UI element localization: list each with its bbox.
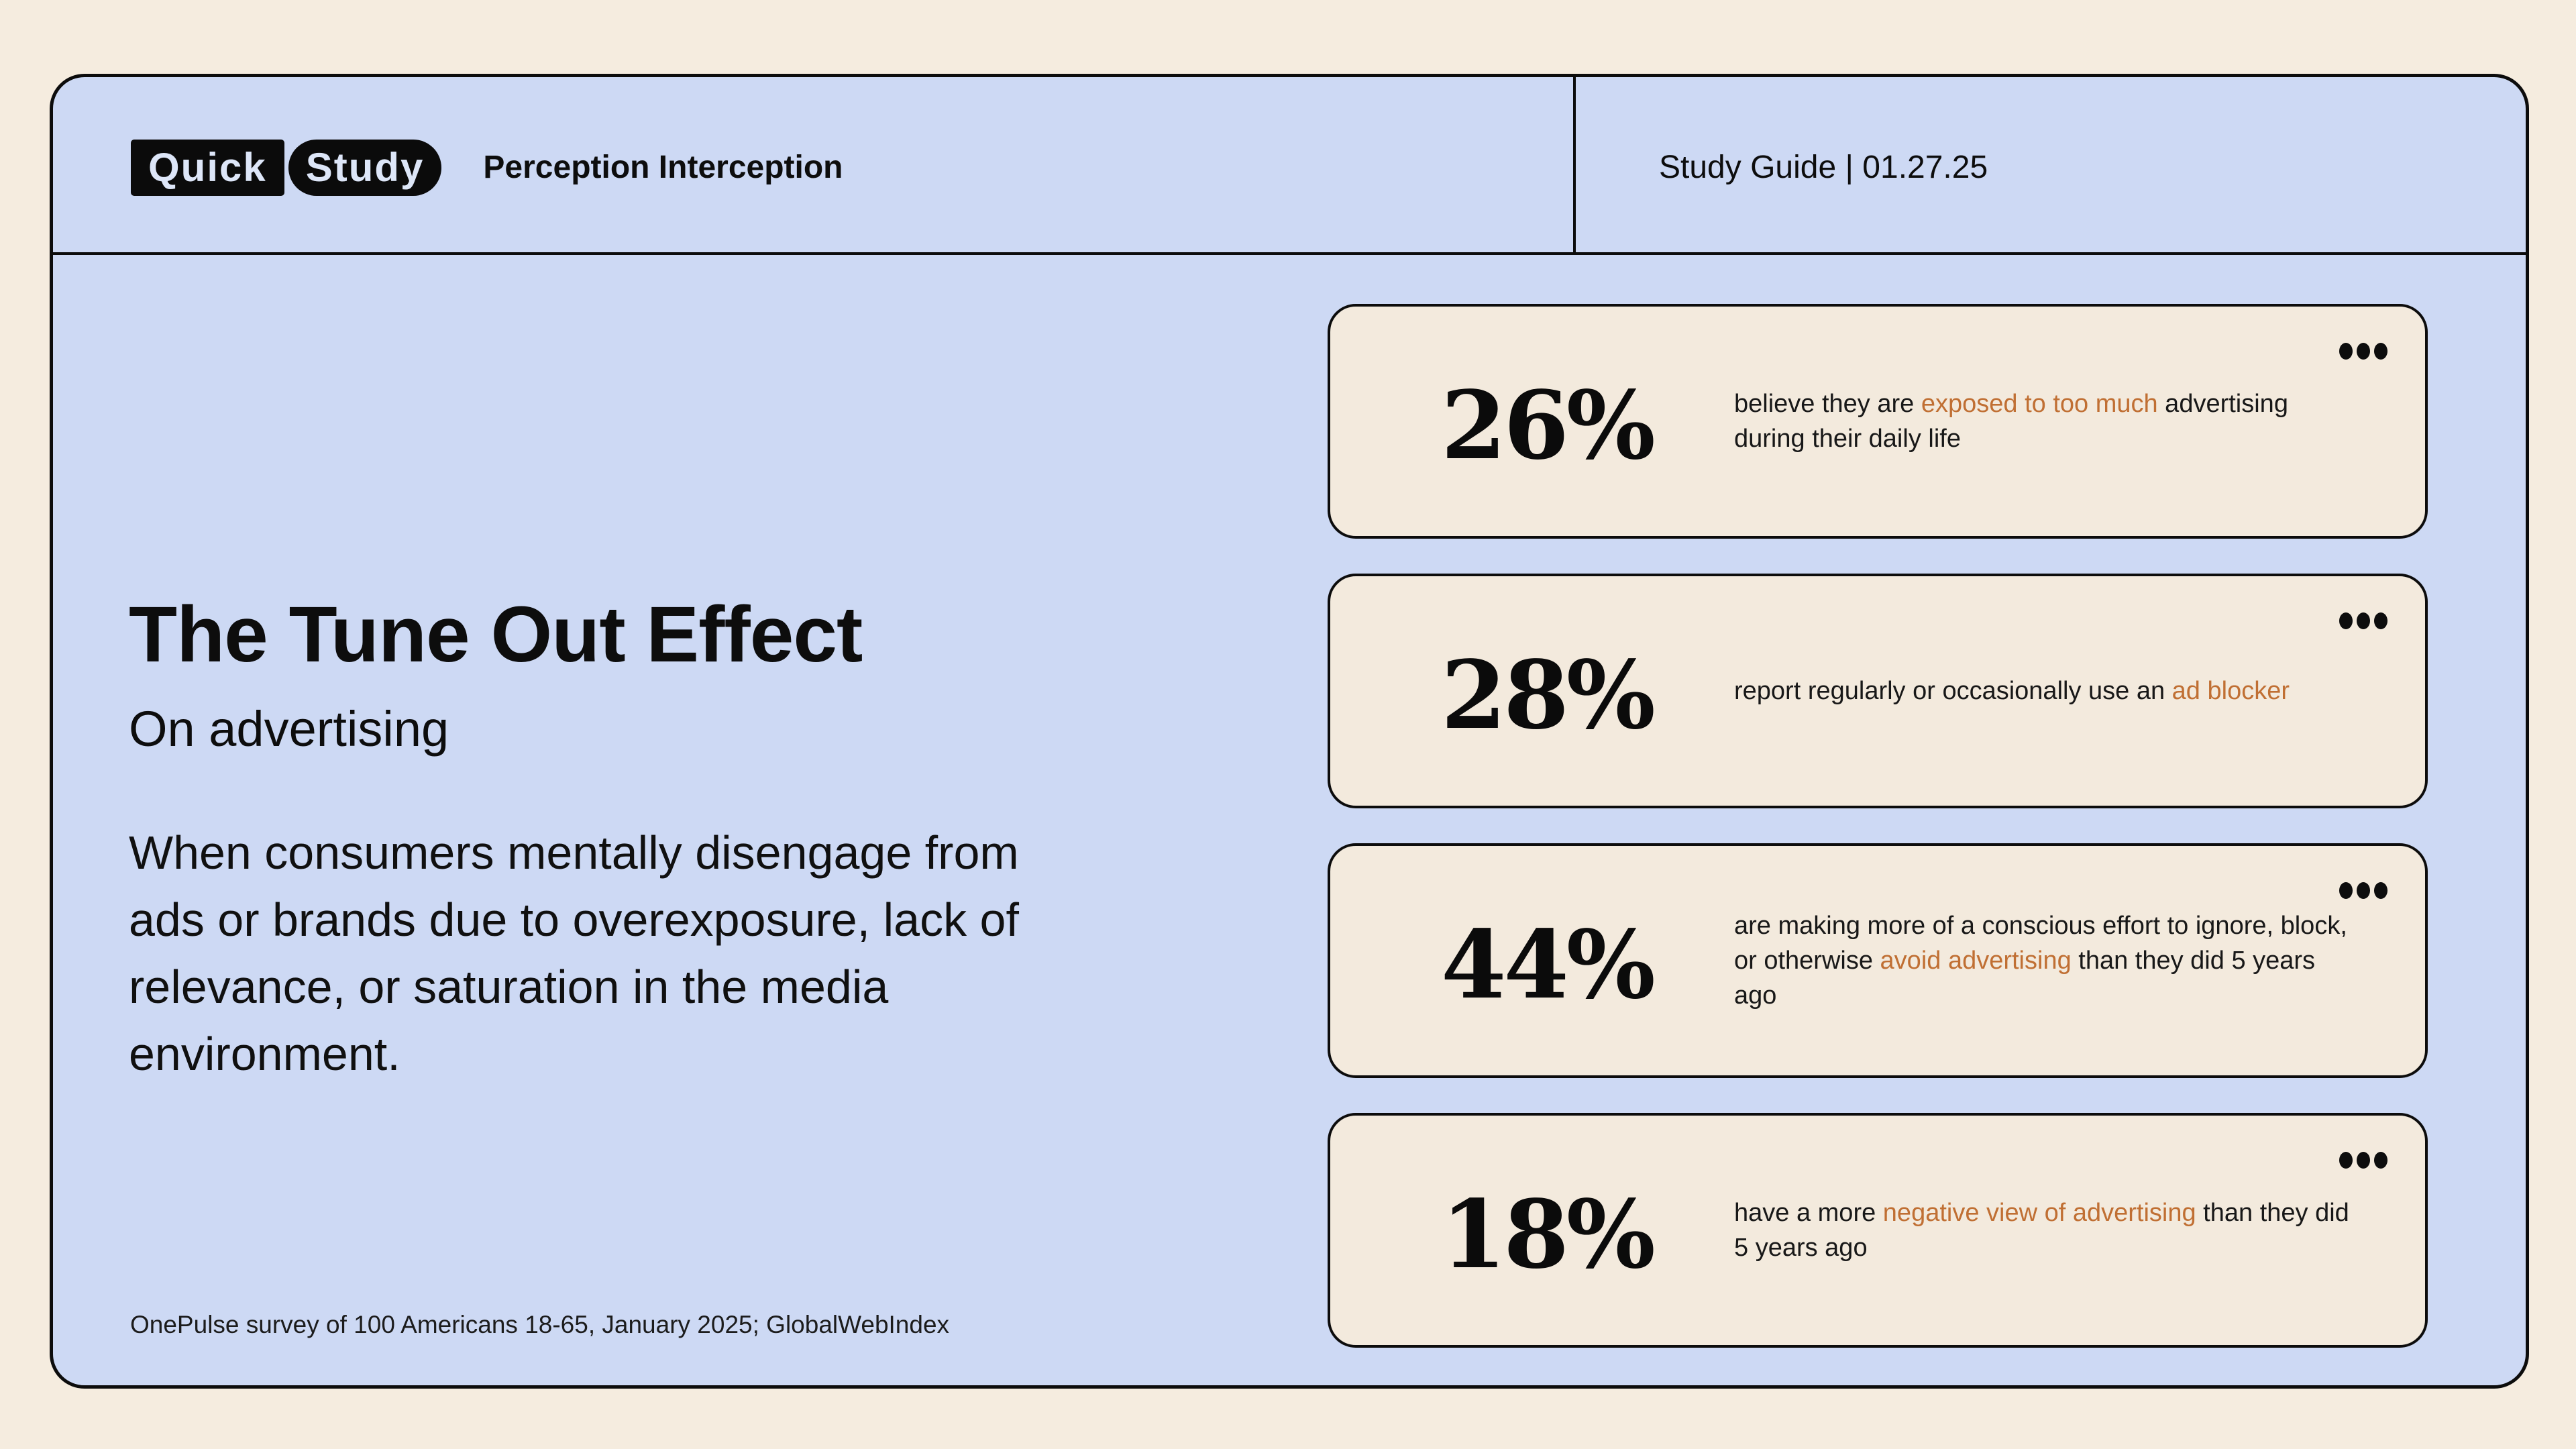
- study-guide-panel: Quick Study Perception Interception Stud…: [50, 74, 2529, 1389]
- stat-text-highlight: exposed to too much: [1921, 390, 2158, 418]
- logo-word-study: Study: [288, 139, 442, 196]
- ellipsis-menu-icon[interactable]: [2339, 1152, 2387, 1169]
- ellipsis-dot: [2357, 343, 2370, 360]
- ellipsis-menu-icon[interactable]: [2339, 612, 2387, 629]
- ellipsis-dot: [2357, 882, 2370, 899]
- stat-value: 18%: [1441, 1180, 1656, 1290]
- stat-card: 28% report regularly or occasionally use…: [1328, 574, 2428, 808]
- stat-text-before: have a more: [1734, 1199, 1883, 1227]
- stat-card: 18% have a more negative view of adverti…: [1328, 1113, 2428, 1348]
- stat-text-before: believe they are: [1734, 390, 1921, 418]
- logo-word-quick: Quick: [131, 139, 284, 196]
- main-heading: The Tune Out Effect: [129, 590, 863, 679]
- ellipsis-dot: [2339, 1152, 2353, 1169]
- ellipsis-dot: [2374, 343, 2387, 360]
- ellipsis-menu-icon[interactable]: [2339, 882, 2387, 899]
- ellipsis-menu-icon[interactable]: [2339, 343, 2387, 360]
- quickstudy-logo: Quick Study: [131, 139, 442, 196]
- ellipsis-dot: [2339, 882, 2353, 899]
- main-subheading: On advertising: [129, 701, 449, 757]
- stat-text-before: are making more of a conscious effort to…: [1734, 912, 2347, 975]
- stat-description: have a more negative view of advertising…: [1734, 1195, 2351, 1265]
- panel-header: Quick Study Perception Interception Stud…: [53, 77, 2526, 255]
- header-title: Perception Interception: [483, 150, 843, 185]
- ellipsis-dot: [2339, 612, 2353, 629]
- stats-column: 26% believe they are exposed to too much…: [1328, 304, 2428, 1348]
- stat-text-before: report regularly or occasionally use an: [1734, 677, 2172, 705]
- stat-text-highlight: ad blocker: [2171, 677, 2290, 705]
- stat-description: believe they are exposed to too much adv…: [1734, 386, 2351, 456]
- header-meta-date: Study Guide | 01.27.25: [1659, 150, 1988, 185]
- stat-description: report regularly or occasionally use an …: [1734, 674, 2351, 708]
- stat-card: 26% believe they are exposed to too much…: [1328, 304, 2428, 539]
- stat-description: are making more of a conscious effort to…: [1734, 908, 2351, 1013]
- stat-card: 44% are making more of a conscious effor…: [1328, 843, 2428, 1078]
- stat-value: 26%: [1441, 371, 1656, 481]
- ellipsis-dot: [2357, 612, 2370, 629]
- header-left-section: Quick Study Perception Interception: [53, 77, 1573, 252]
- stat-text-highlight: avoid advertising: [1880, 947, 2072, 975]
- stat-text-after: than they did 5 years ago: [1734, 947, 2316, 1010]
- ellipsis-dot: [2357, 1152, 2370, 1169]
- stat-value: 28%: [1441, 641, 1656, 751]
- definition-text: When consumers mentally disengage from a…: [129, 826, 1019, 1080]
- ellipsis-dot: [2374, 1152, 2387, 1169]
- stat-value: 44%: [1441, 910, 1656, 1020]
- source-note: OnePulse survey of 100 Americans 18-65, …: [130, 1311, 950, 1338]
- intro-column: The Tune Out Effect On advertising When …: [129, 255, 1175, 1386]
- stat-text-after: than they did 5 years ago: [1734, 1199, 2349, 1262]
- ellipsis-dot: [2339, 343, 2353, 360]
- stat-text-after: advertising during their daily life: [1734, 390, 2288, 453]
- ellipsis-dot: [2374, 882, 2387, 899]
- panel-body: The Tune Out Effect On advertising When …: [53, 255, 2526, 1386]
- stat-text-highlight: negative view of advertising: [1882, 1199, 2196, 1227]
- header-right-section: Study Guide | 01.27.25: [1573, 77, 2526, 252]
- ellipsis-dot: [2374, 612, 2387, 629]
